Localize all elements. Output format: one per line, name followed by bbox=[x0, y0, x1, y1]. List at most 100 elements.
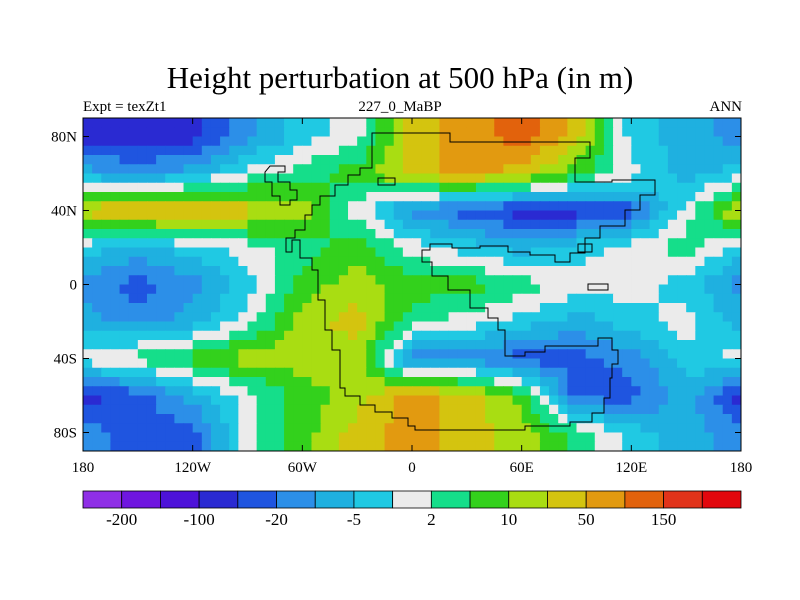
field-cell bbox=[201, 349, 212, 360]
field-cell bbox=[713, 210, 724, 221]
field-cell bbox=[311, 386, 322, 397]
field-cell bbox=[220, 303, 230, 313]
field-cell bbox=[530, 136, 541, 147]
field-cell bbox=[549, 173, 559, 184]
field-cell bbox=[448, 238, 459, 249]
field-cell bbox=[530, 118, 541, 128]
field-cell bbox=[439, 386, 450, 397]
field-cell bbox=[146, 182, 157, 193]
field-cell bbox=[210, 275, 221, 286]
field-cell bbox=[613, 441, 623, 451]
field-cell bbox=[613, 340, 623, 350]
field-cell bbox=[439, 432, 450, 443]
field-cell bbox=[229, 340, 239, 350]
field-cell bbox=[494, 210, 504, 221]
colorbar-swatch bbox=[276, 490, 316, 509]
field-cell bbox=[311, 330, 322, 341]
field-cell bbox=[494, 293, 504, 304]
field-cell bbox=[311, 404, 322, 415]
field-cell bbox=[594, 340, 605, 350]
field-cell bbox=[567, 256, 578, 267]
field-cell bbox=[137, 229, 148, 239]
field-cell bbox=[549, 219, 559, 230]
field-cell bbox=[174, 219, 185, 230]
field-cell bbox=[402, 432, 413, 443]
field-cell bbox=[110, 256, 121, 267]
field-cell bbox=[201, 219, 212, 230]
field-cell bbox=[348, 303, 358, 313]
field-cell bbox=[302, 182, 313, 193]
field-cell bbox=[348, 414, 358, 424]
field-cell bbox=[649, 192, 660, 202]
field-cell bbox=[494, 155, 504, 165]
field-cell bbox=[539, 414, 550, 424]
field-cell bbox=[622, 266, 632, 276]
field-cell bbox=[256, 136, 267, 147]
field-cell bbox=[393, 358, 404, 369]
field-cell bbox=[375, 293, 386, 304]
field-cell bbox=[192, 321, 203, 332]
field-cell bbox=[695, 284, 706, 295]
field-cell bbox=[92, 247, 102, 258]
field-cell bbox=[585, 136, 596, 147]
field-cell bbox=[393, 136, 404, 147]
field-cell bbox=[686, 386, 696, 397]
field-cell bbox=[348, 266, 358, 276]
field-cell bbox=[512, 293, 523, 304]
field-cell bbox=[128, 219, 139, 230]
field-cell bbox=[448, 386, 459, 397]
field-cell bbox=[348, 404, 358, 415]
field-cell bbox=[119, 201, 130, 212]
field-cell bbox=[412, 201, 422, 212]
field-cell bbox=[421, 293, 431, 304]
field-cell bbox=[156, 192, 166, 202]
field-cell bbox=[640, 349, 651, 360]
field-cell bbox=[549, 395, 559, 406]
field-cell bbox=[247, 256, 258, 267]
field-cell bbox=[713, 182, 724, 193]
field-cell bbox=[485, 247, 495, 258]
field-cell bbox=[539, 229, 550, 239]
field-cell bbox=[92, 340, 102, 350]
field-cell bbox=[238, 330, 249, 341]
field-cell bbox=[649, 358, 660, 369]
field-cell bbox=[247, 293, 258, 304]
field-cell bbox=[329, 210, 340, 221]
field-cell bbox=[375, 145, 386, 156]
field-cell bbox=[549, 293, 559, 304]
field-cell bbox=[165, 266, 175, 276]
field-cell bbox=[165, 330, 175, 341]
field-cell bbox=[311, 210, 322, 221]
field-cell bbox=[448, 395, 459, 406]
field-cell bbox=[146, 321, 157, 332]
field-cell bbox=[512, 238, 523, 249]
field-cell bbox=[686, 321, 696, 332]
field-cell bbox=[256, 303, 267, 313]
field-cell bbox=[165, 182, 175, 193]
field-cell bbox=[485, 395, 495, 406]
field-cell bbox=[640, 404, 651, 415]
field-cell bbox=[311, 284, 322, 295]
field-cell bbox=[677, 330, 687, 341]
field-cell bbox=[201, 367, 212, 378]
field-cell bbox=[338, 155, 349, 165]
field-cell bbox=[183, 182, 194, 193]
field-cell bbox=[549, 155, 559, 165]
field-cell bbox=[695, 155, 706, 165]
field-cell bbox=[329, 229, 340, 239]
field-cell bbox=[521, 293, 532, 304]
field-cell bbox=[183, 164, 194, 175]
field-cell bbox=[229, 136, 239, 147]
field-cell bbox=[485, 330, 495, 341]
field-cell bbox=[348, 423, 358, 434]
field-cell bbox=[320, 182, 331, 193]
field-cell bbox=[174, 201, 185, 212]
field-cell bbox=[448, 201, 459, 212]
field-cell bbox=[704, 441, 715, 451]
field-cell bbox=[402, 284, 413, 295]
field-cell bbox=[539, 238, 550, 249]
field-cell bbox=[475, 423, 486, 434]
field-cell bbox=[649, 173, 660, 184]
field-cell bbox=[512, 182, 523, 193]
field-cell bbox=[576, 386, 587, 397]
